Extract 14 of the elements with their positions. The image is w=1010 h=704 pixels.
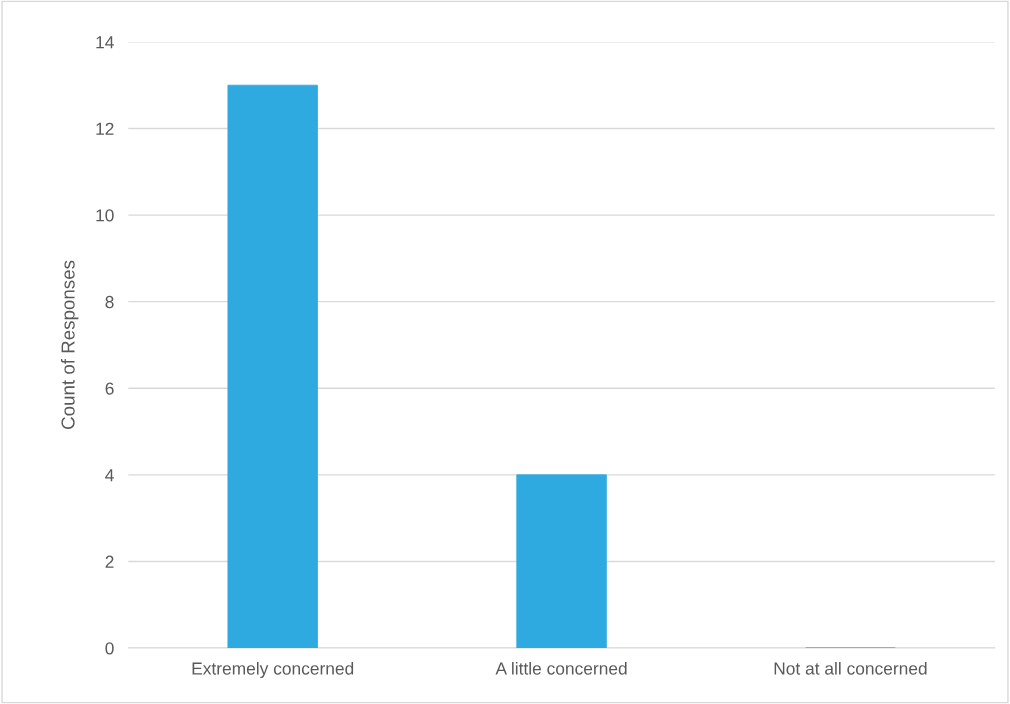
bar [516,474,607,649]
y-tick-label: 2 [105,555,114,568]
x-tick-label: A little concerned [495,661,627,675]
y-axis-title: Count of Responses [60,260,79,429]
y-tick-label: 6 [105,382,114,395]
y-tick-label: 0 [105,642,114,655]
y-tick-label: 4 [105,469,114,482]
y-tick-label: 14 [96,36,114,49]
bar [227,84,318,649]
y-tick-label: 10 [96,209,114,222]
y-tick-label: 12 [96,122,114,135]
y-tick-label: 8 [105,295,114,309]
x-tick-label: Not at all concerned [774,661,927,675]
x-tick-label: Extremely concerned [192,661,354,679]
